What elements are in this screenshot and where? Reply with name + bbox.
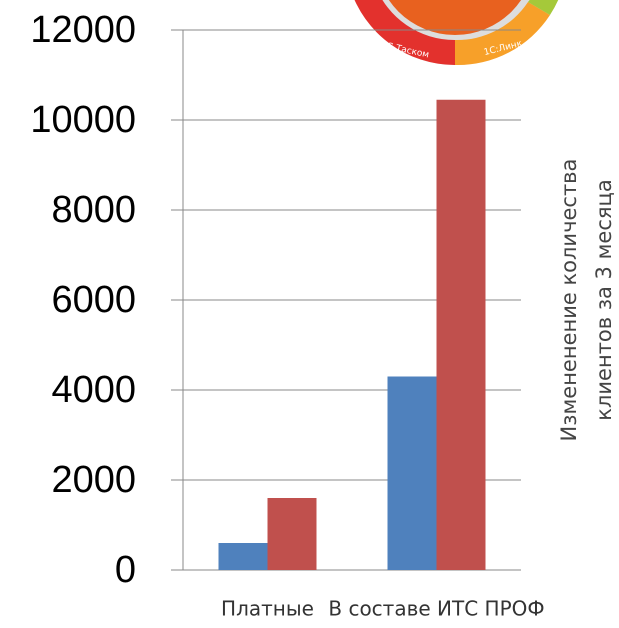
bar [437,100,486,570]
y-tick-label: 0 [115,549,136,591]
y-tick-label: 6000 [51,279,136,321]
logo: 1С-Таском 1С:Линк [345,0,565,65]
chart: 1С-Таском 1С:Линк Измененение количества… [0,0,619,628]
y-tick-label: 4000 [51,369,136,411]
y-tick-label: 12000 [30,9,136,51]
y-tick-label: 8000 [51,189,136,231]
x-tick-label: Платные [221,597,314,621]
x-tick-label: В составе ИТС ПРОФ [328,597,544,621]
bar [388,377,437,571]
y-tick-label: 2000 [51,459,136,501]
bar [219,543,268,570]
y-axis-title: Измененение количества [557,159,581,442]
y-axis-title: клиентов за 3 месяца [592,179,616,420]
bar [268,498,317,570]
y-tick-label: 10000 [30,99,136,141]
